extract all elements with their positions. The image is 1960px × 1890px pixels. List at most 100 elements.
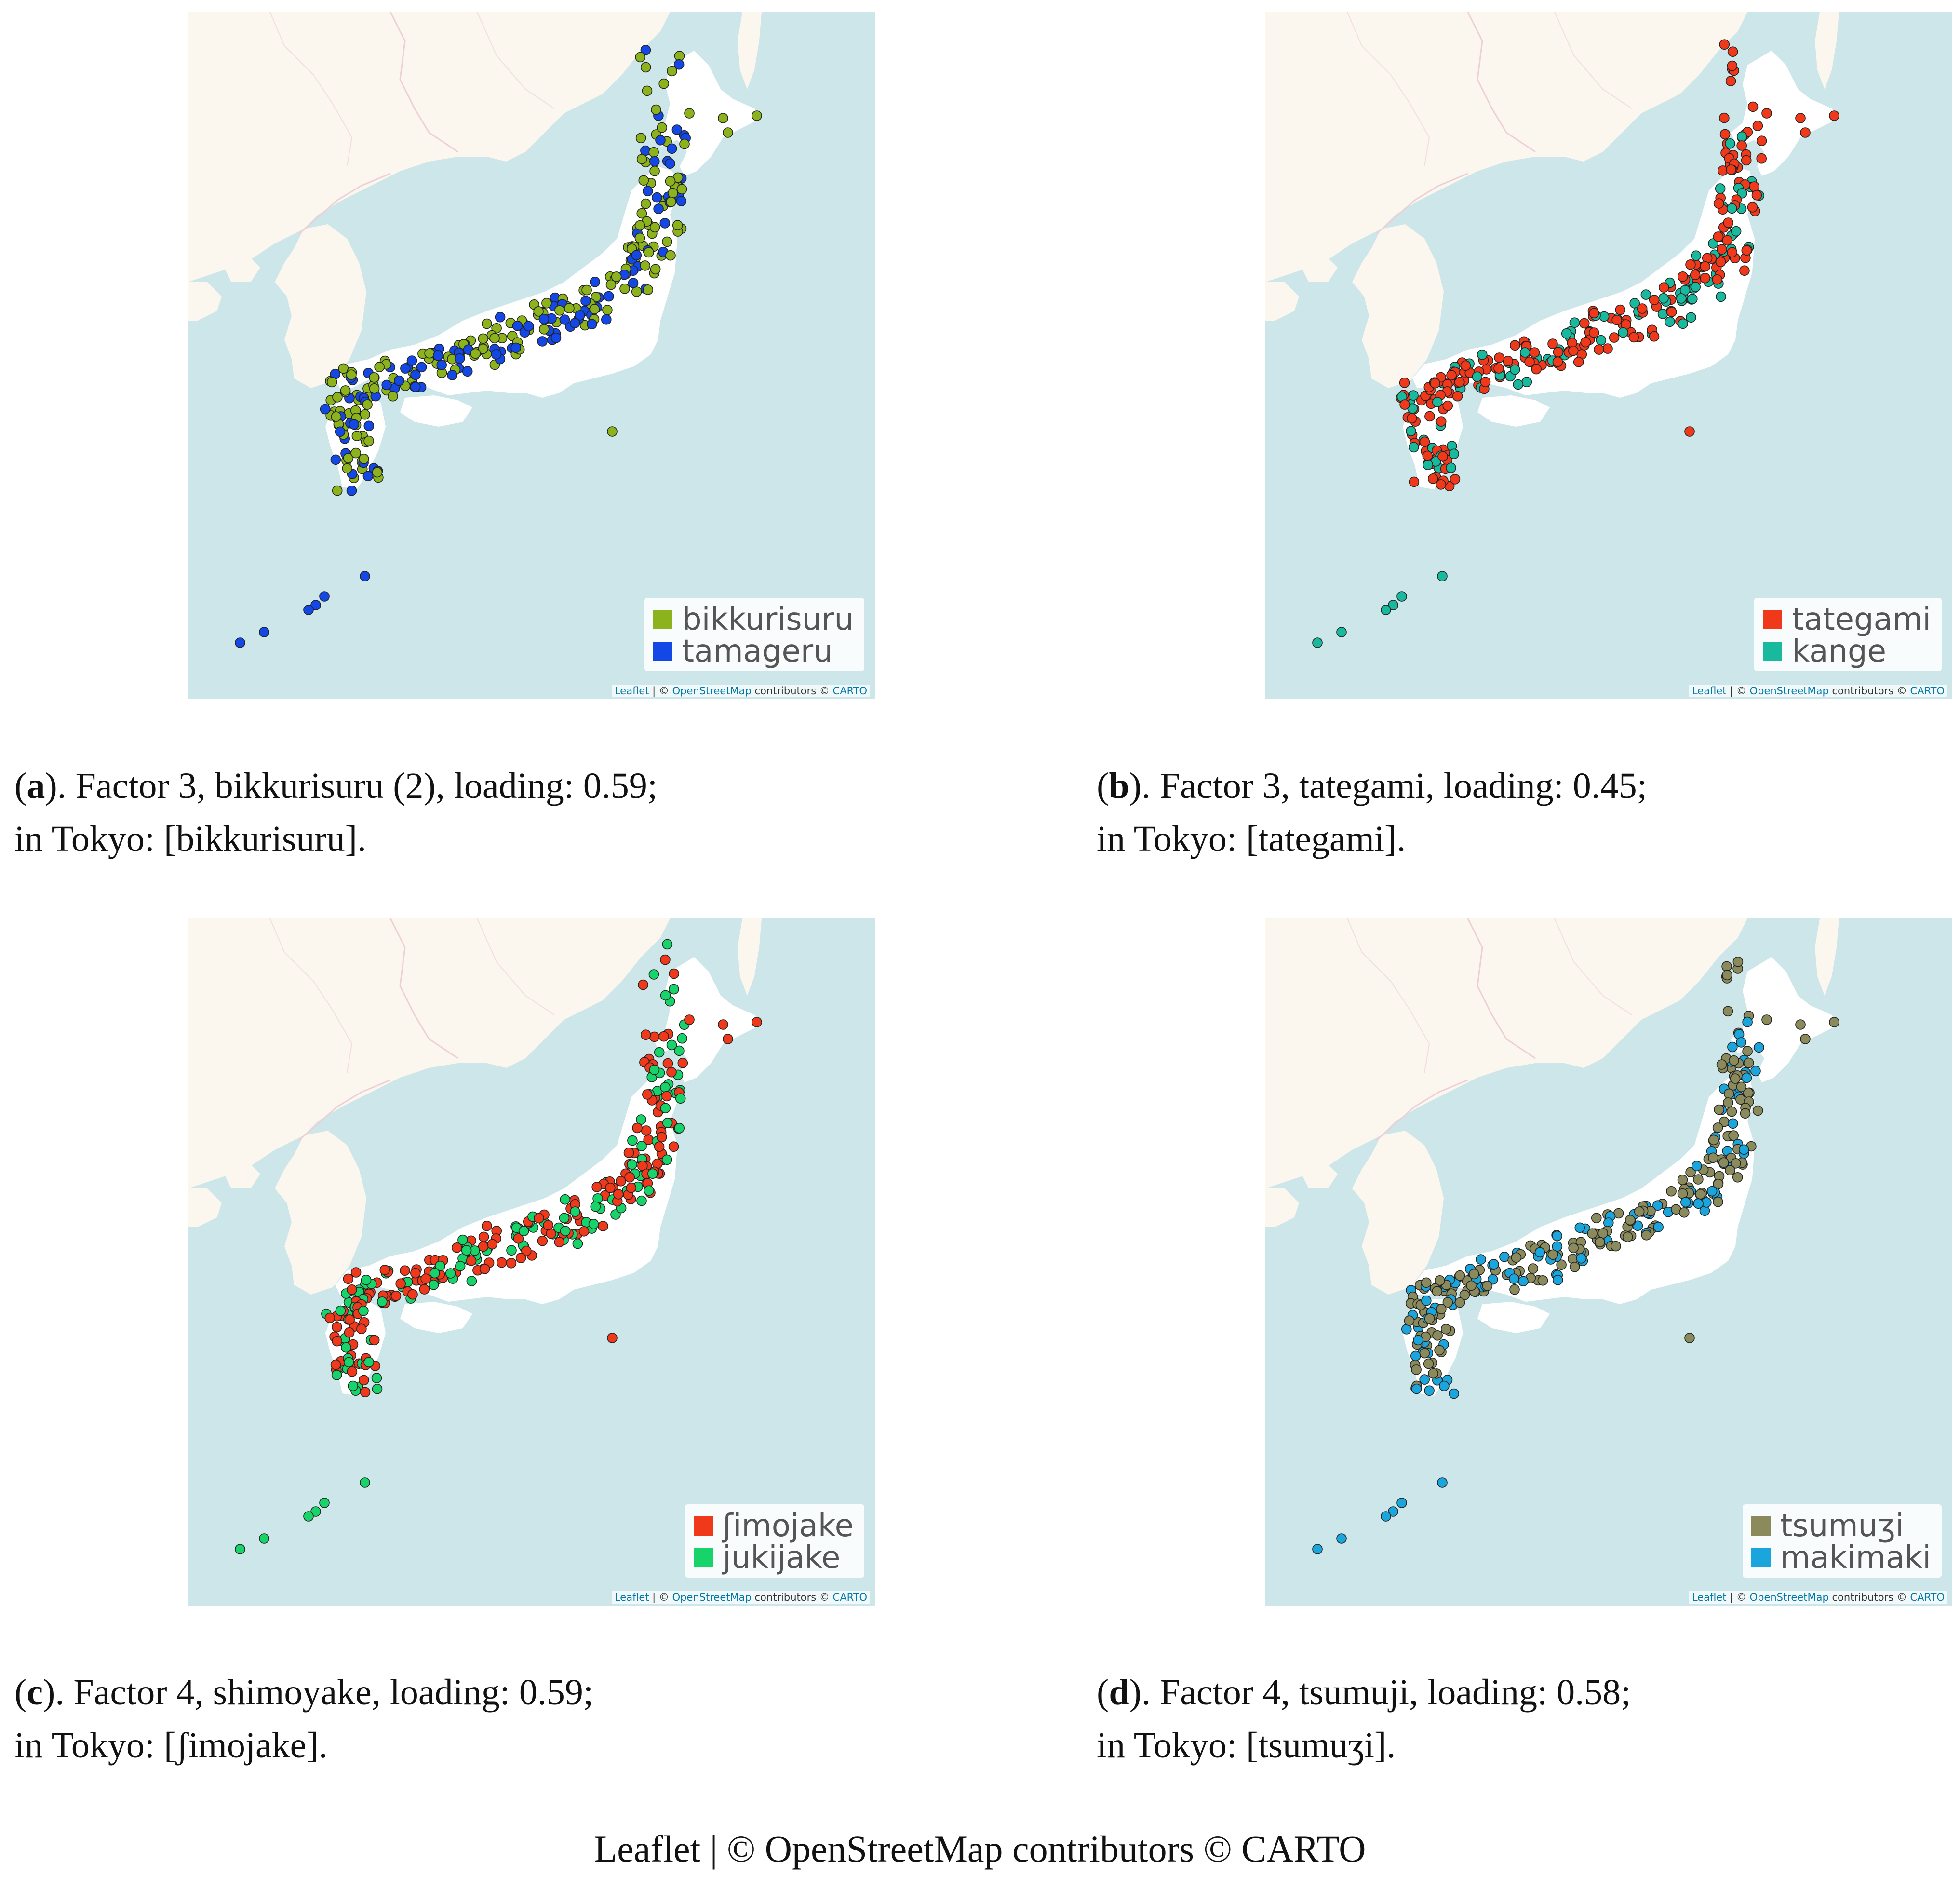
survey-point-marker[interactable] (1732, 956, 1744, 967)
survey-point-marker[interactable] (360, 1387, 371, 1398)
survey-point-marker[interactable] (559, 1213, 570, 1224)
survey-point-marker[interactable] (332, 1336, 343, 1347)
survey-point-marker[interactable] (601, 314, 612, 325)
survey-point-marker[interactable] (1716, 1059, 1727, 1070)
survey-point-marker[interactable] (1454, 377, 1465, 388)
survey-point-marker[interactable] (1594, 344, 1604, 355)
survey-point-marker[interactable] (1693, 1174, 1704, 1185)
survey-point-marker[interactable] (478, 1231, 489, 1242)
survey-point-marker[interactable] (674, 1045, 685, 1056)
survey-point-marker[interactable] (1509, 1284, 1520, 1295)
survey-point-marker[interactable] (1388, 600, 1398, 610)
survey-point-marker[interactable] (1508, 1273, 1519, 1284)
survey-point-marker[interactable] (674, 1122, 685, 1134)
survey-point-marker[interactable] (1596, 335, 1607, 346)
survey-point-marker[interactable] (388, 391, 398, 402)
survey-point-marker[interactable] (410, 381, 421, 392)
survey-point-marker[interactable] (457, 1234, 468, 1245)
survey-point-marker[interactable] (607, 1333, 618, 1343)
survey-point-marker[interactable] (348, 1380, 359, 1391)
survey-point-marker[interactable] (470, 348, 481, 359)
survey-point-marker[interactable] (303, 1511, 314, 1522)
survey-point-marker[interactable] (1800, 127, 1811, 138)
survey-point-marker[interactable] (1713, 198, 1724, 209)
survey-point-marker[interactable] (235, 1544, 245, 1554)
survey-point-marker[interactable] (394, 375, 404, 386)
survey-point-marker[interactable] (673, 59, 685, 70)
survey-point-marker[interactable] (1436, 416, 1447, 427)
survey-point-marker[interactable] (1552, 356, 1563, 367)
survey-point-marker[interactable] (1719, 39, 1730, 50)
survey-point-marker[interactable] (1754, 1042, 1764, 1053)
survey-point-marker[interactable] (1513, 379, 1524, 390)
survey-point-marker[interactable] (1482, 1281, 1493, 1291)
survey-point-marker[interactable] (478, 343, 488, 354)
survey-point-marker[interactable] (1726, 1106, 1737, 1117)
survey-point-marker[interactable] (1736, 131, 1747, 142)
survey-point-marker[interactable] (416, 362, 427, 373)
survey-point-marker[interactable] (1641, 1229, 1652, 1241)
survey-point-marker[interactable] (1712, 1122, 1723, 1133)
survey-point-marker[interactable] (1677, 1188, 1688, 1199)
survey-point-marker[interactable] (1436, 1304, 1447, 1314)
survey-point-marker[interactable] (1509, 340, 1520, 351)
survey-point-marker[interactable] (1396, 591, 1407, 602)
survey-point-marker[interactable] (447, 370, 457, 380)
survey-point-marker[interactable] (461, 1245, 472, 1256)
survey-point-marker[interactable] (1749, 181, 1759, 192)
survey-point-marker[interactable] (1700, 261, 1711, 272)
survey-point-marker[interactable] (1511, 1252, 1522, 1263)
survey-point-marker[interactable] (1518, 1276, 1529, 1287)
survey-point-marker[interactable] (1756, 153, 1767, 164)
survey-point-marker[interactable] (436, 360, 447, 370)
carto-link[interactable]: CARTO (1910, 1592, 1945, 1603)
survey-point-marker[interactable] (559, 314, 570, 325)
survey-point-marker[interactable] (344, 1327, 355, 1338)
survey-point-marker[interactable] (1509, 364, 1520, 375)
survey-point-marker[interactable] (1410, 1350, 1421, 1362)
survey-point-marker[interactable] (523, 321, 534, 332)
carto-link[interactable]: CARTO (832, 1592, 867, 1603)
survey-point-marker[interactable] (1742, 1046, 1753, 1057)
survey-point-marker[interactable] (636, 154, 647, 164)
survey-point-marker[interactable] (1727, 1041, 1738, 1053)
survey-point-marker[interactable] (642, 85, 653, 96)
survey-point-marker[interactable] (395, 1278, 406, 1289)
survey-point-marker[interactable] (512, 321, 523, 331)
survey-point-marker[interactable] (660, 990, 671, 1001)
survey-point-marker[interactable] (1732, 1172, 1743, 1183)
survey-point-marker[interactable] (642, 1089, 653, 1100)
survey-point-marker[interactable] (560, 1226, 571, 1237)
survey-point-marker[interactable] (362, 471, 374, 482)
survey-point-marker[interactable] (420, 1273, 431, 1284)
survey-point-marker[interactable] (666, 1066, 677, 1078)
survey-point-marker[interactable] (1721, 961, 1732, 972)
survey-point-marker[interactable] (1552, 1230, 1563, 1242)
survey-point-marker[interactable] (351, 431, 362, 441)
survey-point-marker[interactable] (349, 419, 360, 430)
survey-point-marker[interactable] (379, 1265, 390, 1275)
survey-point-marker[interactable] (1529, 347, 1540, 358)
survey-point-marker[interactable] (1312, 1544, 1323, 1554)
survey-point-marker[interactable] (684, 1014, 695, 1025)
survey-point-marker[interactable] (1722, 970, 1732, 981)
survey-point-marker[interactable] (575, 310, 585, 321)
survey-point-marker[interactable] (662, 939, 673, 950)
survey-point-marker[interactable] (634, 232, 645, 243)
survey-point-marker[interactable] (653, 203, 664, 215)
survey-point-marker[interactable] (1726, 164, 1736, 175)
survey-point-marker[interactable] (518, 1226, 529, 1237)
survey-point-marker[interactable] (1649, 331, 1660, 342)
survey-point-marker[interactable] (1440, 1323, 1451, 1335)
survey-point-marker[interactable] (335, 1305, 346, 1316)
survey-point-marker[interactable] (410, 1268, 421, 1279)
survey-point-marker[interactable] (675, 1093, 686, 1104)
survey-point-marker[interactable] (1736, 1081, 1747, 1093)
survey-point-marker[interactable] (1738, 1144, 1749, 1155)
survey-point-marker[interactable] (1424, 1313, 1435, 1324)
survey-point-marker[interactable] (424, 348, 435, 359)
survey-point-marker[interactable] (419, 1284, 430, 1295)
survey-point-marker[interactable] (1652, 1200, 1663, 1211)
survey-point-marker[interactable] (1411, 1364, 1422, 1375)
survey-point-marker[interactable] (343, 453, 354, 464)
